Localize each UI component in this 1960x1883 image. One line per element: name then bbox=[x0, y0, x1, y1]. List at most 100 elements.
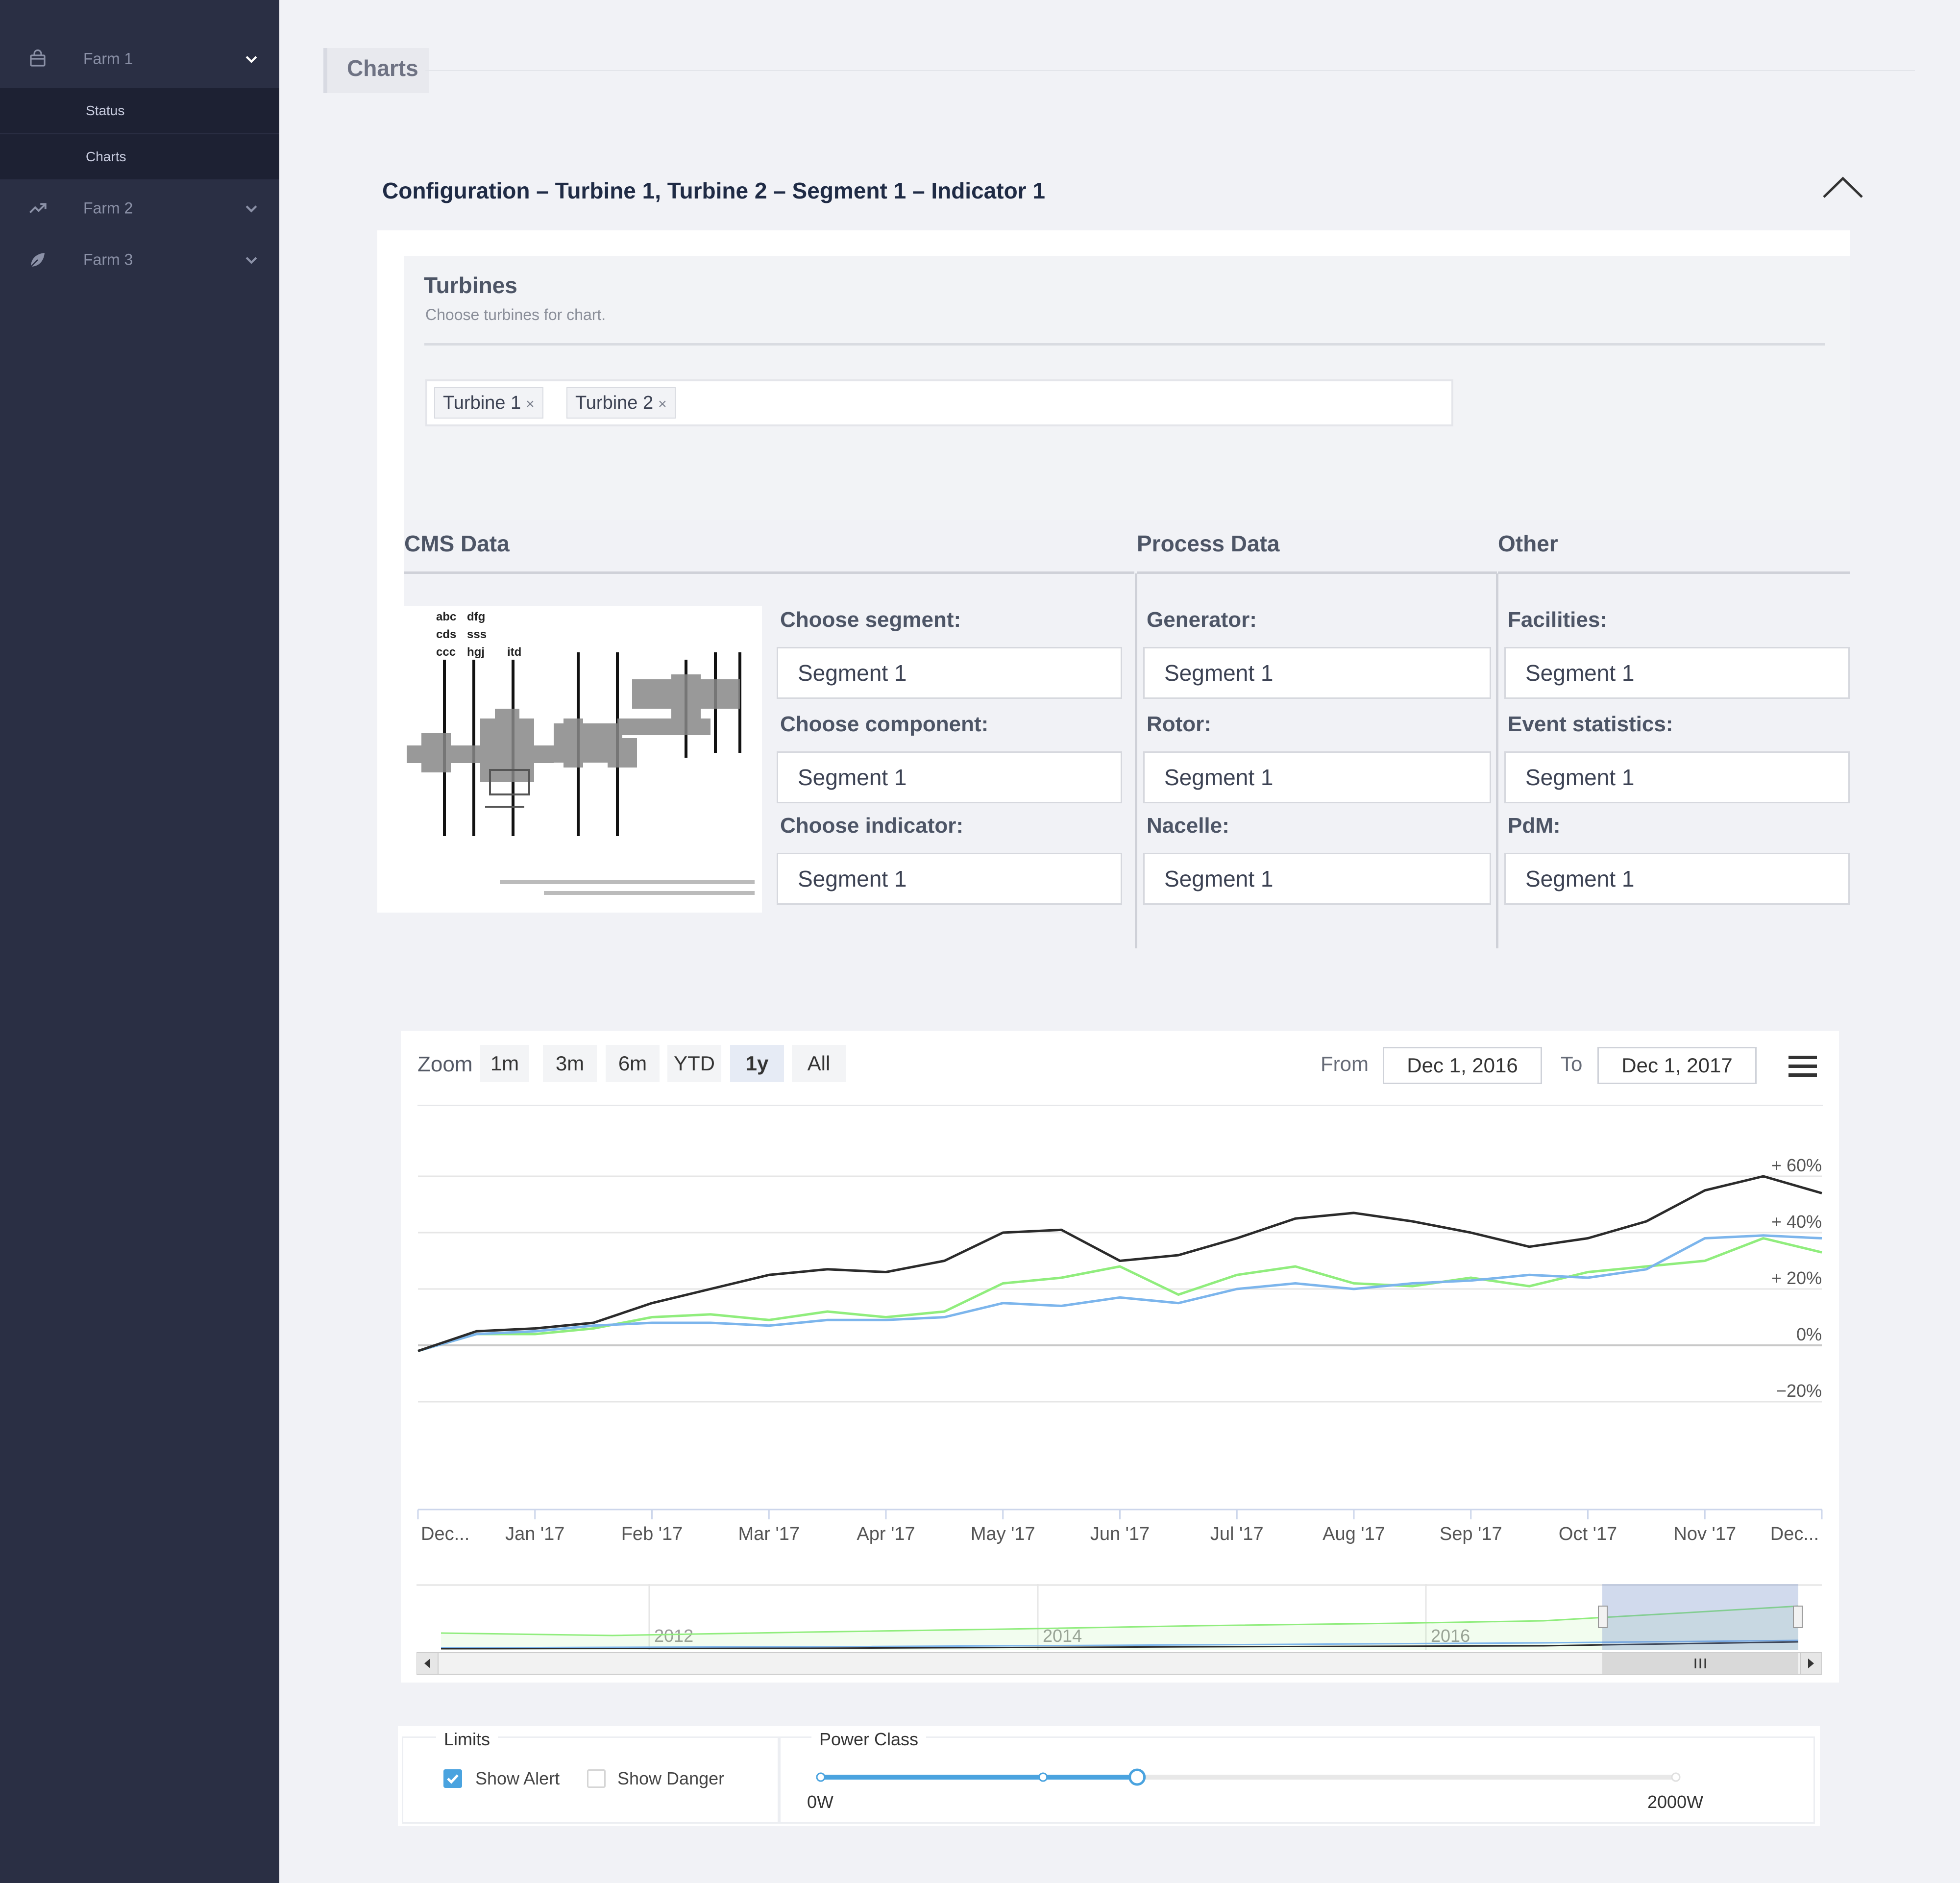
sidebar-subitem-label: Charts bbox=[86, 149, 126, 164]
sidebar-subitem-charts[interactable]: Charts bbox=[0, 134, 279, 179]
navigator-handle-right bbox=[1793, 1606, 1803, 1628]
zoom-1m-button[interactable]: 1m bbox=[480, 1045, 529, 1082]
nacelle-select[interactable]: Segment 1 bbox=[1143, 853, 1491, 905]
drivetrain-diagram: abc dfg cds sss ccc hgj itd bbox=[377, 606, 762, 913]
x-tick-label: Aug '17 bbox=[1323, 1524, 1385, 1544]
configuration-title: Configuration – Turbine 1, Turbine 2 – S… bbox=[382, 178, 1045, 203]
sidebar-subitem-status[interactable]: Status bbox=[0, 88, 279, 133]
x-tick-label: Jul '17 bbox=[1210, 1524, 1264, 1544]
sidebar-item-farm-2[interactable]: Farm 2 bbox=[0, 164, 279, 252]
chevron-down-icon[interactable] bbox=[243, 200, 260, 217]
to-label: To bbox=[1561, 1052, 1583, 1075]
x-tick-label: Feb '17 bbox=[621, 1524, 683, 1544]
power-class-title: Power Class bbox=[811, 1729, 927, 1750]
show-danger-checkbox[interactable] bbox=[587, 1769, 606, 1788]
chevron-up-icon[interactable] bbox=[1821, 173, 1865, 202]
y-tick-label: + 20% bbox=[1771, 1268, 1822, 1288]
diagram-label: itd bbox=[507, 645, 521, 659]
navigator-series-black bbox=[441, 1641, 1799, 1650]
generator-label: Generator: bbox=[1147, 608, 1257, 632]
indicator-select[interactable]: Segment 1 bbox=[777, 853, 1122, 905]
zoom-label: Zoom bbox=[417, 1052, 473, 1076]
series-line bbox=[417, 1237, 1822, 1352]
from-label: From bbox=[1321, 1052, 1369, 1075]
chart-toolbar-divider bbox=[417, 1105, 1823, 1106]
diagram-label: abc bbox=[436, 610, 456, 623]
sidebar-item-farm-3[interactable]: Farm 3 bbox=[0, 216, 279, 304]
zoom-1y-button[interactable]: 1y bbox=[730, 1045, 784, 1082]
y-tick-label: + 40% bbox=[1771, 1212, 1822, 1232]
component-select[interactable]: Segment 1 bbox=[777, 751, 1122, 803]
x-tick-label: Oct '17 bbox=[1559, 1524, 1617, 1544]
rotor-select[interactable]: Segment 1 bbox=[1143, 751, 1491, 803]
generator-select[interactable]: Segment 1 bbox=[1143, 647, 1491, 699]
zoom-3m-button[interactable]: 3m bbox=[543, 1045, 597, 1082]
trend-icon bbox=[29, 203, 47, 214]
navigator-year-label: 2016 bbox=[1431, 1626, 1470, 1646]
show-alert-label: Show Alert bbox=[475, 1768, 560, 1788]
choose-segment-label: Choose segment: bbox=[780, 608, 961, 632]
turbines-divider bbox=[424, 343, 1825, 346]
slider-max-label: 2000W bbox=[1647, 1792, 1704, 1812]
y-tick-label: + 60% bbox=[1771, 1155, 1822, 1175]
from-date-input[interactable]: Dec 1, 2016 bbox=[1383, 1047, 1542, 1084]
remove-tag-icon[interactable]: × bbox=[526, 396, 535, 412]
zoom-ytd-button[interactable]: YTD bbox=[667, 1045, 721, 1082]
diagram-label: dfg bbox=[467, 610, 485, 623]
navigator-series-green bbox=[441, 1605, 1799, 1636]
sidebar-item-farm-1[interactable]: Farm 1 bbox=[0, 15, 279, 103]
turbine-tag-label: Turbine 1 bbox=[443, 393, 521, 413]
turbines-title: Turbines bbox=[424, 273, 517, 298]
turbine-tag[interactable]: Turbine 1 × bbox=[434, 387, 543, 419]
power-class-slider[interactable] bbox=[808, 1764, 1690, 1789]
turbine-tag[interactable]: Turbine 2 × bbox=[566, 387, 676, 419]
other-divider bbox=[1498, 571, 1850, 574]
turbine-tag-label: Turbine 2 bbox=[575, 393, 654, 413]
navigator-series-blue bbox=[441, 1639, 1799, 1649]
turbines-subtitle: Choose turbines for chart. bbox=[425, 306, 606, 323]
chevron-down-icon[interactable] bbox=[243, 251, 260, 268]
slider-dot bbox=[1038, 1772, 1048, 1782]
slider-handle bbox=[1128, 1768, 1146, 1786]
event-statistics-label: Event statistics: bbox=[1508, 712, 1673, 736]
remove-tag-icon[interactable]: × bbox=[658, 396, 667, 412]
sidebar-item-label: Farm 1 bbox=[83, 50, 133, 68]
scroll-left-button bbox=[416, 1652, 439, 1675]
pdm-label: PdM: bbox=[1508, 814, 1561, 838]
to-date-input[interactable]: Dec 1, 2017 bbox=[1597, 1047, 1757, 1084]
zoom-all-button[interactable]: All bbox=[792, 1045, 846, 1082]
facilities-label: Facilities: bbox=[1508, 608, 1607, 632]
process-divider bbox=[1137, 571, 1497, 574]
event-statistics-select[interactable]: Segment 1 bbox=[1504, 751, 1850, 803]
sidebar-item-label: Farm 3 bbox=[83, 250, 133, 269]
scroll-right-arrow-icon bbox=[1808, 1659, 1814, 1668]
x-tick-label: Sep '17 bbox=[1440, 1524, 1502, 1544]
zoom-6m-button[interactable]: 6m bbox=[606, 1045, 660, 1082]
page-title: Charts bbox=[347, 55, 418, 81]
cms-data-title: CMS Data bbox=[404, 531, 510, 556]
chevron-down-icon[interactable] bbox=[243, 50, 260, 67]
hamburger-menu-icon[interactable] bbox=[1788, 1055, 1817, 1077]
chart-panel bbox=[401, 1031, 1839, 1683]
turbine-multiselect[interactable]: Turbine 1 × Turbine 2 × bbox=[425, 379, 1453, 426]
process-data-title: Process Data bbox=[1137, 531, 1280, 556]
nacelle-label: Nacelle: bbox=[1147, 814, 1229, 838]
scroll-left-arrow-icon bbox=[424, 1659, 430, 1668]
series-line bbox=[417, 1175, 1822, 1352]
segment-select[interactable]: Segment 1 bbox=[777, 647, 1122, 699]
page-title-tab: Charts bbox=[323, 48, 429, 93]
show-alert-checkbox[interactable] bbox=[443, 1769, 462, 1788]
limits-group bbox=[402, 1736, 779, 1824]
y-tick-label: −20% bbox=[1776, 1381, 1822, 1401]
chart-navigator[interactable]: 201220142016 bbox=[416, 1584, 1822, 1677]
sidebar-subitem-label: Status bbox=[86, 103, 125, 118]
diagram-label: cds bbox=[436, 628, 456, 641]
slider-dot bbox=[1671, 1772, 1681, 1782]
x-tick-label: Jan '17 bbox=[505, 1524, 564, 1544]
x-tick-label: Dec... bbox=[1770, 1524, 1819, 1544]
line-chart: + 60% + 40% + 20% 0% −20% Dec... Jan '17 Feb '1… bbox=[417, 1155, 1823, 1544]
header-divider bbox=[425, 70, 1915, 71]
facilities-select[interactable]: Segment 1 bbox=[1504, 647, 1850, 699]
sidebar: Farm 1 Status Charts Farm 2 Farm 3 bbox=[0, 0, 279, 1883]
pdm-select[interactable]: Segment 1 bbox=[1504, 853, 1850, 905]
